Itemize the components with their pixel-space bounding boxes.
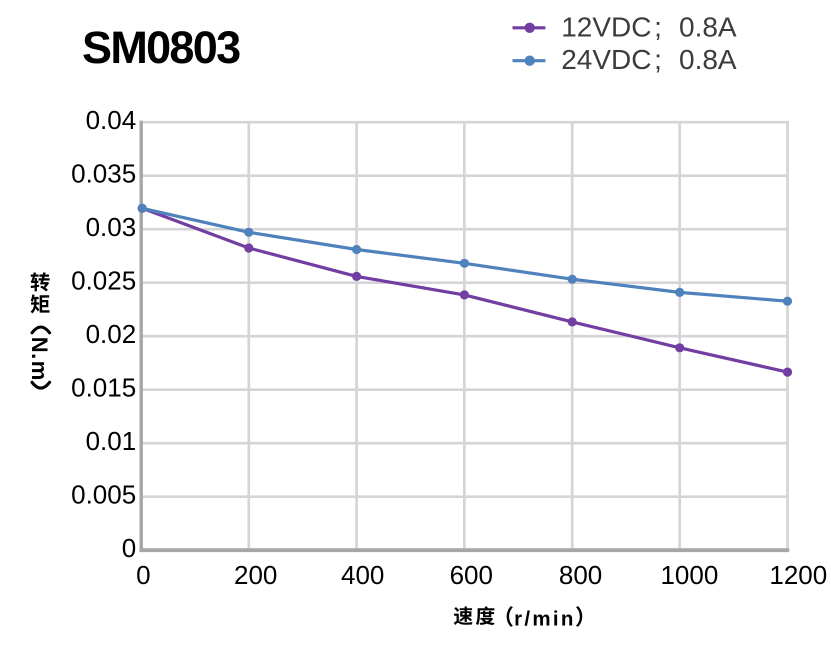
svg-text:;: ; [654, 11, 662, 42]
svg-text:1200: 1200 [769, 560, 827, 590]
svg-text:0.8A: 0.8A [679, 44, 737, 75]
svg-text:m: m [27, 361, 52, 381]
svg-text:0.02: 0.02 [86, 319, 137, 349]
svg-text:r/min: r/min [514, 607, 576, 630]
svg-text:0: 0 [122, 533, 136, 563]
svg-text:SM0803: SM0803 [82, 22, 240, 73]
svg-text:0.035: 0.035 [71, 159, 136, 189]
svg-text:400: 400 [341, 560, 384, 590]
svg-text:0.025: 0.025 [71, 266, 136, 296]
svg-text:600: 600 [450, 560, 493, 590]
svg-text:N: N [27, 337, 52, 353]
svg-text:0.01: 0.01 [86, 426, 137, 456]
svg-text:0.015: 0.015 [71, 373, 136, 403]
svg-text:0: 0 [136, 560, 150, 590]
svg-text:0.04: 0.04 [86, 105, 137, 135]
svg-text:12VDC: 12VDC [561, 11, 651, 42]
svg-text:.: . [27, 353, 52, 359]
svg-text:200: 200 [234, 560, 277, 590]
svg-text:;: ; [654, 44, 662, 75]
svg-text:0.005: 0.005 [71, 480, 136, 510]
svg-text:800: 800 [559, 560, 602, 590]
svg-text:24VDC: 24VDC [561, 44, 651, 75]
svg-text:0.03: 0.03 [86, 212, 137, 242]
svg-text:0.8A: 0.8A [679, 11, 737, 42]
svg-text:1000: 1000 [660, 560, 718, 590]
